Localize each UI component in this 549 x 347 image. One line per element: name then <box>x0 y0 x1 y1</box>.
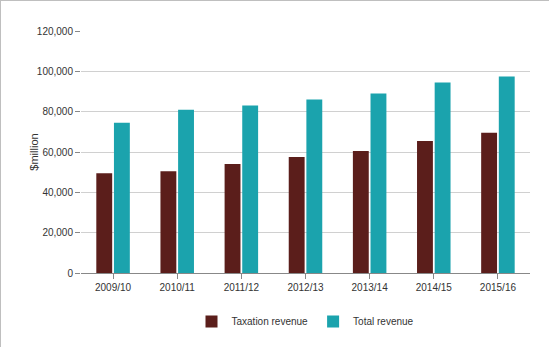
svg-text:2015/16: 2015/16 <box>480 282 517 293</box>
svg-text:40,000: 40,000 <box>42 187 73 198</box>
svg-text:0: 0 <box>67 268 73 279</box>
svg-text:120,000: 120,000 <box>37 26 74 37</box>
svg-text:100,000: 100,000 <box>37 66 74 77</box>
svg-text:2010/11: 2010/11 <box>160 282 196 293</box>
svg-text:Taxation revenue: Taxation revenue <box>232 316 309 327</box>
svg-text:Total revenue: Total revenue <box>353 316 413 327</box>
svg-text:2014/15: 2014/15 <box>416 282 453 293</box>
svg-text:2013/14: 2013/14 <box>352 282 389 293</box>
svg-text:60,000: 60,000 <box>42 147 73 158</box>
svg-text:80,000: 80,000 <box>42 106 73 117</box>
svg-text:2012/13: 2012/13 <box>287 282 324 293</box>
svg-text:20,000: 20,000 <box>42 227 73 238</box>
svg-text:2009/10: 2009/10 <box>95 282 132 293</box>
svg-text:2011/12: 2011/12 <box>224 282 260 293</box>
svg-text:$million: $million <box>28 133 40 170</box>
